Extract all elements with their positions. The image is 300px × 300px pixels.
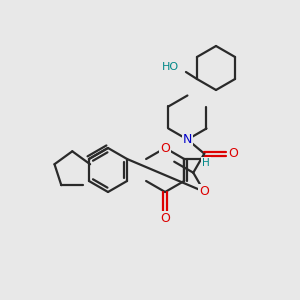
Text: O: O [160,142,170,154]
Text: O: O [199,185,209,198]
Text: O: O [228,147,238,160]
Text: N: N [183,133,192,146]
Text: H: H [202,158,210,168]
Text: O: O [160,212,170,225]
Text: HO: HO [162,62,179,72]
